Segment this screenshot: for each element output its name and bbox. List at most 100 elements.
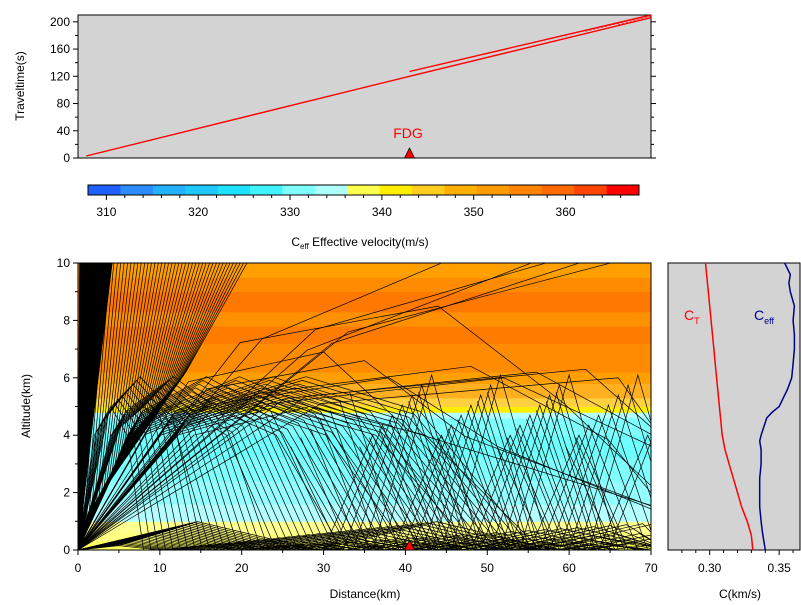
ray-path — [418, 392, 468, 550]
colorbar-cell — [120, 185, 154, 195]
ray-path — [78, 377, 651, 550]
velocity-profile-panel: 0.30 0.35 C(km/s) CT Ceff — [667, 262, 801, 601]
traveltime-curves — [86, 15, 651, 157]
ray-x-ticks: 0 10 20 30 40 50 60 70 — [75, 550, 658, 575]
colorbar-cell — [185, 185, 219, 195]
y-tick-label: 200 — [50, 15, 70, 29]
traveltime-minor-arrival — [585, 15, 651, 32]
ray-path — [352, 404, 452, 550]
ray-path — [78, 263, 548, 550]
x-tick-label: 0.30 — [698, 561, 722, 575]
colorbar-cell — [606, 185, 640, 195]
velocity-layer — [78, 504, 651, 522]
ray-path — [78, 379, 262, 550]
ray-path — [78, 406, 277, 550]
ray-path — [78, 263, 581, 550]
x-tick-label: 60 — [562, 561, 576, 575]
colorbar-cell — [412, 185, 446, 195]
ray-path — [372, 383, 472, 550]
ray-path — [545, 401, 596, 550]
ray-path — [78, 263, 613, 550]
ray-path — [431, 393, 531, 550]
ray-y-axis-label: Altitude(km) — [19, 374, 33, 438]
y-tick-label: 0 — [63, 151, 70, 165]
profile-curve — [704, 263, 754, 550]
ray-path — [78, 263, 533, 550]
colorbar-cell — [152, 185, 186, 195]
ray-path — [78, 376, 535, 550]
traveltime-y-axis-label: Traveltime(s) — [13, 51, 27, 121]
ray-path — [78, 371, 651, 550]
velocity-layer — [78, 291, 651, 313]
colorbar-cell — [509, 185, 543, 195]
colorbar-tick-label: 350 — [464, 205, 484, 219]
ray-path — [441, 383, 541, 550]
ray-path — [78, 521, 557, 550]
ray-path — [78, 387, 247, 550]
ray-paths — [78, 263, 651, 550]
ray-path — [536, 410, 586, 550]
ray-path — [78, 394, 233, 550]
profile-x-axis-label: C(km/s) — [719, 587, 761, 601]
ray-path — [78, 365, 651, 550]
ray-path — [555, 392, 606, 550]
ray-path — [78, 535, 651, 550]
velocity-layer — [78, 412, 651, 419]
x-tick-label: 0 — [75, 561, 82, 575]
ray-path — [78, 406, 476, 550]
ray-path — [78, 376, 203, 550]
y-tick-label: 40 — [57, 124, 71, 138]
ray-path — [359, 446, 410, 550]
colorbar-tick-label: 340 — [372, 205, 392, 219]
profile-curves — [704, 263, 796, 550]
traveltime-curve — [409, 15, 651, 73]
ray-path — [427, 446, 478, 550]
ray-path — [78, 263, 443, 550]
ray-path — [480, 414, 580, 550]
colorbar-cell — [217, 185, 251, 195]
ray-path — [78, 360, 651, 550]
colorbar-cell — [88, 185, 121, 195]
ray-path — [565, 446, 616, 550]
ray-path — [506, 437, 557, 550]
ray-path — [78, 376, 336, 550]
colorbar-cell — [314, 185, 348, 195]
y-tick-label: 4 — [63, 428, 70, 442]
ray-path — [382, 373, 482, 550]
ray-path — [300, 437, 351, 550]
ray-path — [78, 391, 174, 550]
ray-path — [460, 434, 560, 550]
ray-path — [78, 376, 402, 550]
velocity-layer — [78, 372, 651, 385]
y-tick-label: 160 — [50, 42, 70, 56]
ray-path — [319, 419, 370, 550]
ray-path — [490, 404, 590, 550]
ray-path — [568, 393, 651, 550]
ray-path — [391, 434, 491, 550]
traveltime-curve — [86, 17, 651, 157]
traveltime-panel: 0 40 80 120 160 200 Traveltime(s) FDG — [13, 14, 656, 165]
ray-path — [421, 404, 521, 550]
ray-path — [339, 401, 390, 550]
ray-path — [290, 446, 341, 550]
ray-path — [447, 428, 498, 550]
ray-path — [310, 428, 360, 550]
x-tick-label: 0.35 — [767, 561, 791, 575]
ray-path — [342, 414, 442, 550]
profile-plot-area — [667, 262, 801, 551]
station-triangle-marker — [403, 147, 416, 159]
ray-path — [588, 373, 651, 550]
ray-path — [470, 424, 570, 550]
ray-path — [539, 424, 639, 550]
y-tick-label: 2 — [63, 486, 70, 500]
ray-path — [509, 383, 609, 550]
ray-path — [457, 419, 508, 550]
y-tick-label: 10 — [57, 256, 71, 270]
ray-path — [78, 394, 299, 550]
colorbar-cells — [88, 185, 640, 195]
x-tick-label: 40 — [399, 561, 413, 575]
x-tick-label: 50 — [481, 561, 495, 575]
ray-path — [329, 410, 380, 550]
ray-path — [78, 402, 483, 550]
